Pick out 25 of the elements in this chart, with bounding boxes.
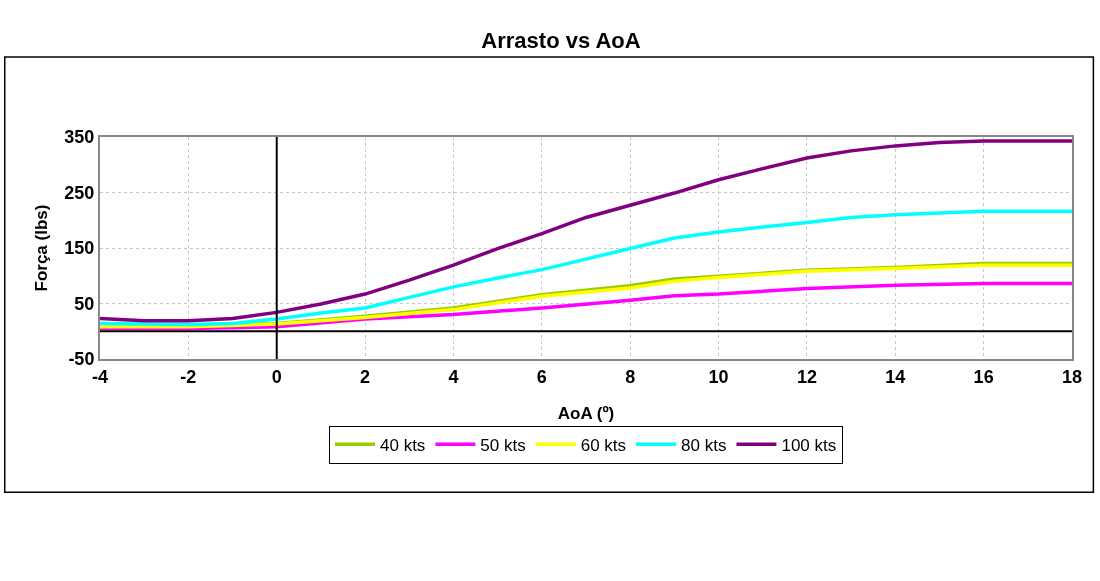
legend-label: 50 kts [480, 435, 526, 455]
line-series [100, 139, 1072, 323]
y-tick-label: 150 [64, 238, 95, 259]
y-tick-label: 250 [64, 182, 95, 203]
legend-label: 100 kts [781, 435, 837, 455]
x-tick-label: 16 [973, 366, 994, 387]
x-tick-label: 14 [885, 366, 906, 387]
x-tick-label: 6 [536, 366, 547, 387]
legend-label: 80 kts [681, 435, 727, 455]
y-tick-label: 350 [64, 127, 95, 148]
x-tick-label: 4 [448, 366, 459, 387]
x-tick-label: 18 [1061, 366, 1083, 387]
legend-label: 60 kts [580, 435, 627, 455]
y-tick-label: 50 [74, 293, 95, 314]
x-tick-label: 2 [360, 366, 371, 387]
x-tick-label: 12 [796, 366, 817, 387]
y-axis-title: Força (lbs) [32, 204, 52, 292]
x-tick-label: 10 [708, 366, 729, 387]
chart-title: Arrasto vs AoA [481, 28, 641, 54]
legend-label: 40 kts [380, 435, 426, 455]
line-series [100, 209, 1072, 327]
x-axis-title: AoA (º) [557, 404, 615, 424]
x-tick-label: -2 [180, 366, 197, 387]
x-tick-label: 8 [625, 366, 636, 387]
x-tick-label: 0 [271, 366, 282, 387]
